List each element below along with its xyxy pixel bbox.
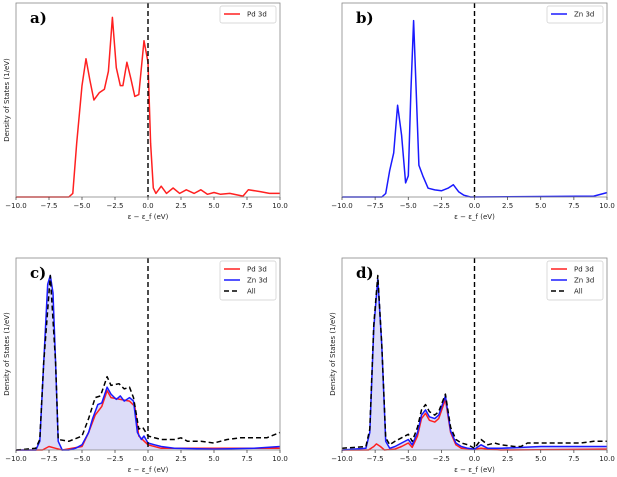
x-tick-label: 5.0 bbox=[535, 455, 546, 463]
x-tick-label: 2.5 bbox=[175, 202, 186, 210]
area-fill-zn-3d bbox=[16, 275, 280, 450]
x-tick-label: −5.0 bbox=[400, 455, 417, 463]
x-tick-label: 7.5 bbox=[568, 202, 579, 210]
x-tick-label: −2.5 bbox=[107, 455, 124, 463]
x-tick-label: 0.0 bbox=[469, 202, 480, 210]
series-line-pd-3d bbox=[16, 16, 280, 198]
panel-label: b) bbox=[356, 9, 374, 27]
x-tick-label: 7.5 bbox=[241, 455, 252, 463]
x-tick-label: −10.0 bbox=[5, 455, 26, 463]
x-tick-label: 0.0 bbox=[142, 202, 153, 210]
x-tick-label: −7.5 bbox=[367, 455, 384, 463]
x-tick-label: 2.5 bbox=[175, 455, 186, 463]
legend-label: Zn 3d bbox=[574, 11, 594, 19]
legend-label: All bbox=[247, 288, 256, 296]
x-tick-label: 7.5 bbox=[568, 455, 579, 463]
legend-label: Pd 3d bbox=[247, 266, 267, 274]
x-tick-label: 2.5 bbox=[502, 202, 513, 210]
x-tick-label: 10.0 bbox=[272, 455, 288, 463]
legend-label: Zn 3d bbox=[247, 277, 267, 285]
x-tick-label: 10.0 bbox=[599, 455, 615, 463]
x-tick-label: 10.0 bbox=[272, 202, 288, 210]
x-tick-label: 5.0 bbox=[208, 455, 219, 463]
x-axis-label: ε − ε_f (eV) bbox=[454, 466, 495, 474]
x-axis-label: ε − ε_f (eV) bbox=[454, 213, 495, 221]
x-tick-label: 0.0 bbox=[469, 455, 480, 463]
x-axis-label: ε − ε_f (eV) bbox=[128, 466, 169, 474]
x-tick-label: 0.0 bbox=[142, 455, 153, 463]
legend: Pd 3d Zn 3d All bbox=[219, 260, 277, 301]
legend-label: Pd 3d bbox=[574, 266, 594, 274]
legend-label: Pd 3d bbox=[247, 11, 267, 19]
x-tick-label: 5.0 bbox=[535, 202, 546, 210]
legend: Zn 3d bbox=[546, 5, 604, 24]
x-axis-label: ε − ε_f (eV) bbox=[128, 213, 169, 221]
x-tick-label: 2.5 bbox=[502, 455, 513, 463]
series-line-zn-3d bbox=[16, 274, 281, 451]
series-line-zn-3d bbox=[341, 278, 607, 451]
x-tick-label: 10.0 bbox=[599, 202, 615, 210]
y-axis-label: Density of States (1/eV) bbox=[3, 58, 11, 142]
x-tick-label: −7.5 bbox=[41, 455, 58, 463]
x-tick-label: −7.5 bbox=[41, 202, 58, 210]
y-axis-label: Density of States (1/eV) bbox=[3, 312, 11, 396]
panel-d: −10.0 −7.5 −5.0 −2.5 0.0 2.5 5.0 7.5 10.0 ε − ε_f… bbox=[329, 257, 615, 474]
legend: Pd 3d bbox=[219, 5, 277, 24]
series-line-zn-3d bbox=[342, 19, 608, 198]
x-tick-label: −5.0 bbox=[74, 202, 91, 210]
y-axis-label: Density of States (1/eV) bbox=[329, 312, 337, 396]
x-tick-label: −10.0 bbox=[5, 202, 26, 210]
x-tick-label: −2.5 bbox=[433, 202, 450, 210]
x-tick-label: −2.5 bbox=[107, 202, 124, 210]
series-line-all bbox=[15, 274, 281, 451]
legend-label: Zn 3d bbox=[574, 277, 594, 285]
panel-label: d) bbox=[356, 264, 374, 282]
x-tick-label: −7.5 bbox=[367, 202, 384, 210]
legend-box bbox=[219, 5, 277, 24]
legend-label: All bbox=[574, 288, 583, 296]
panel-label: c) bbox=[30, 264, 46, 282]
legend-box bbox=[546, 5, 604, 24]
panel-label: a) bbox=[30, 9, 47, 27]
x-tick-label: −5.0 bbox=[74, 455, 91, 463]
x-tick-label: −5.0 bbox=[400, 202, 417, 210]
series-line-all bbox=[341, 274, 607, 450]
panel-a: −10.0 −7.5 −5.0 −2.5 0.0 2.5 5.0 7.5 10.0 ε − ε_f… bbox=[3, 2, 288, 221]
x-tick-label: −10.0 bbox=[331, 455, 352, 463]
x-tick-label: −10.0 bbox=[331, 202, 352, 210]
legend: Pd 3d Zn 3d All bbox=[546, 260, 604, 301]
x-tick-label: 5.0 bbox=[208, 202, 219, 210]
panel-c: −10.0 −7.5 −5.0 −2.5 0.0 2.5 5.0 7.5 10.0 ε − ε_f… bbox=[3, 257, 288, 474]
x-tick-label: 7.5 bbox=[241, 202, 252, 210]
x-tick-label: −2.5 bbox=[433, 455, 450, 463]
panel-b: −10.0 −7.5 −5.0 −2.5 0.0 2.5 5.0 7.5 10.0 ε − ε_f… bbox=[331, 2, 615, 221]
